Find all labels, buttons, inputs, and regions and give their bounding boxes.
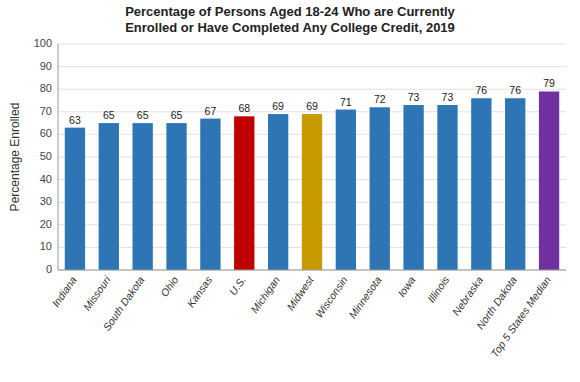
data-label: 65 [137, 109, 149, 121]
bar [268, 114, 288, 270]
bar [166, 123, 186, 270]
chart-container: 0 10 20 30 40 50 60 70 80 90 100 63 65 65 65 67 68 69 69 71… [0, 0, 580, 382]
y-tick-label: 60 [40, 127, 52, 139]
bar [234, 116, 254, 270]
bars [65, 91, 559, 270]
chart-title: Percentage of Persons Aged 18-24 Who are… [125, 4, 455, 35]
bar [99, 123, 119, 270]
data-label: 69 [272, 100, 284, 112]
x-tick-label: Indiana [49, 274, 79, 309]
y-tick-label: 20 [40, 218, 52, 230]
grid-line [58, 89, 566, 90]
x-tick-label: Minnesota [346, 274, 384, 321]
x-tick-label: Wisconsin [313, 274, 350, 320]
chart-svg: 0 10 20 30 40 50 60 70 80 90 100 63 65 65 65 67 68 69 69 71… [0, 0, 580, 382]
y-tick-label: 10 [40, 240, 52, 252]
data-label: 73 [408, 91, 420, 103]
y-tick-labels: 0 10 20 30 40 50 60 70 80 90 100 [34, 37, 52, 275]
y-grid [58, 44, 566, 270]
grid-line [58, 270, 566, 271]
x-tick-label: Missouri [80, 273, 113, 312]
bar [505, 98, 525, 270]
y-tick-label: 100 [34, 37, 52, 49]
data-label: 65 [103, 109, 115, 121]
grid-line [58, 66, 566, 67]
y-axis-label: Percentage Enrolled [8, 103, 22, 212]
y-tick-label: 70 [40, 105, 52, 117]
bar [370, 107, 390, 270]
y-tick-label: 0 [46, 263, 52, 275]
x-tick-label: Michigan [248, 274, 282, 315]
bar [539, 91, 559, 270]
y-tick-label: 50 [40, 150, 52, 162]
bar [133, 123, 153, 270]
bar [471, 98, 491, 270]
bar [403, 105, 423, 270]
data-label: 65 [171, 109, 183, 121]
y-tick-label: 90 [40, 60, 52, 72]
data-label: 76 [475, 84, 487, 96]
data-label: 68 [238, 102, 250, 114]
data-label: 73 [442, 91, 454, 103]
bar [302, 114, 322, 270]
x-tick-label: Kansas [184, 273, 214, 309]
y-tick-label: 80 [40, 82, 52, 94]
x-tick-label: Nebraska [450, 274, 486, 318]
data-label: 79 [543, 77, 555, 89]
x-tick-label: Top 5 States Median [488, 274, 553, 360]
x-tick-label: U.S. [227, 274, 249, 298]
x-tick-label: Ohio [158, 274, 181, 299]
bar [65, 128, 85, 270]
data-label: 72 [374, 93, 386, 105]
y-tick-label: 40 [40, 173, 52, 185]
data-label: 71 [340, 96, 352, 108]
bar [437, 105, 457, 270]
x-tick-label: South Dakota [100, 274, 146, 333]
data-label: 69 [306, 100, 318, 112]
title-line: Percentage of Persons Aged 18-24 Who are… [125, 4, 455, 19]
data-label: 63 [69, 114, 81, 126]
bar [200, 119, 220, 270]
title-line: Enrolled or Have Completed Any College C… [125, 20, 455, 35]
grid-line [58, 44, 566, 45]
x-tick-label: Illinois [425, 273, 452, 304]
y-tick-label: 30 [40, 195, 52, 207]
x-tick-label: Iowa [395, 274, 418, 299]
x-tick-label: Midwest [284, 273, 317, 312]
x-tick-labels: IndianaMissouriSouth Dakota OhioKansas U.S… [49, 273, 553, 359]
data-labels: 63 65 65 65 67 68 69 69 71 72 73 73 76 76 79 [69, 77, 555, 125]
data-label: 67 [205, 105, 217, 117]
x-axis-line [58, 270, 566, 271]
data-label: 76 [509, 84, 521, 96]
bar [336, 110, 356, 270]
y-axis-line [58, 44, 59, 270]
